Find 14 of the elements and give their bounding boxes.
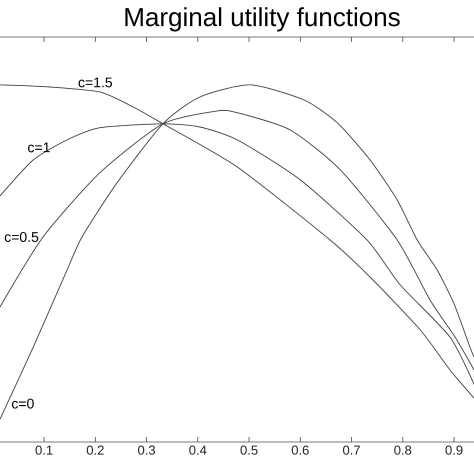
series-label: c=1	[28, 142, 50, 152]
x-tick-label: 0.6	[292, 446, 309, 455]
x-tick-label: 0.2	[86, 446, 104, 455]
x-tick-label: 0.3	[138, 446, 156, 455]
x-tick-label: 0.8	[394, 446, 412, 455]
x-tick-label: 0.4	[189, 446, 206, 455]
x-tick-label: 0.7	[343, 446, 360, 455]
chart-title: Marginal utility functions	[125, 7, 400, 32]
x-tick-label: 0.5	[240, 446, 258, 455]
x-tick-label: 0.9	[445, 446, 462, 455]
x-tick-label: 0.1	[36, 446, 52, 455]
series-label: c=1.5	[78, 78, 112, 88]
series-label: c=0.5	[4, 232, 38, 242]
series-label: c=0	[12, 398, 34, 409]
